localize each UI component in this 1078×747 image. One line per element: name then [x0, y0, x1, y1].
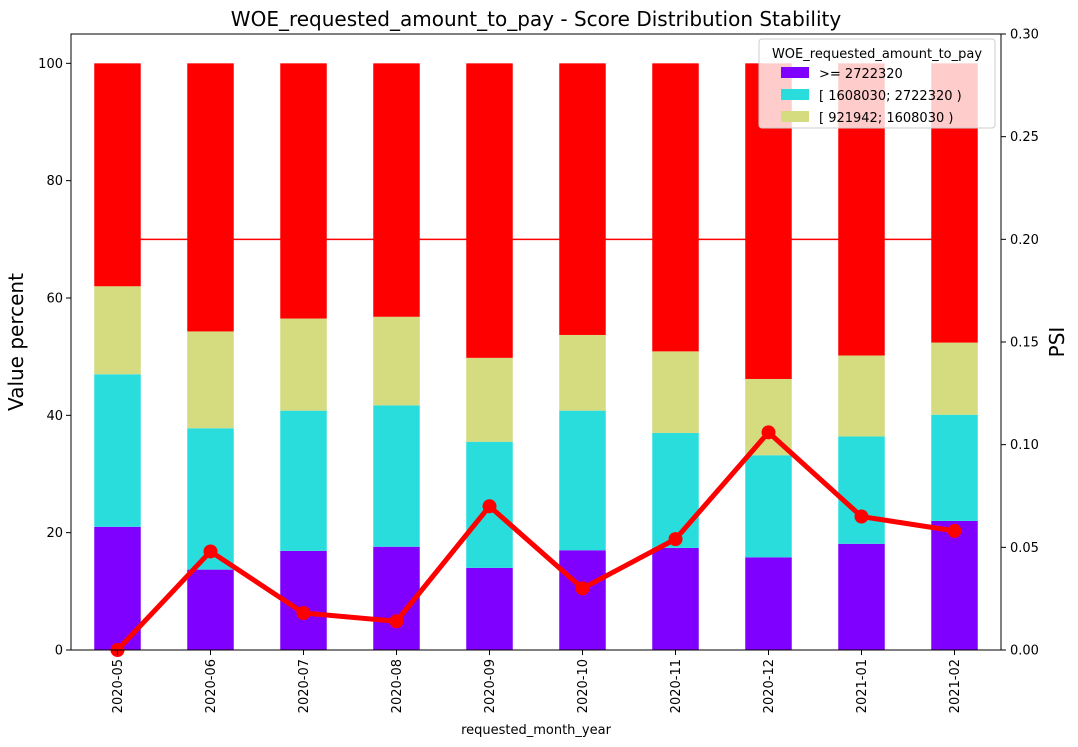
bar-2021-02-series-2 — [931, 342, 978, 415]
y-tick-label-right-0.30: 0.30 — [1010, 28, 1039, 43]
y-tick-label-right-0.25: 0.25 — [1010, 130, 1039, 145]
x-tick-label-2020-06: 2020-06 — [204, 659, 219, 713]
bar-2020-09-series-2 — [466, 357, 513, 442]
legend-label-0: >= 2722320 — [819, 67, 903, 82]
x-tick-label-2020-08: 2020-08 — [390, 659, 405, 713]
psi-line — [115, 429, 955, 652]
y-tick-label-right-0.10: 0.10 — [1010, 438, 1039, 453]
bar-2020-06-series-0 — [187, 569, 234, 650]
y-tick-label-right-0.05: 0.05 — [1010, 541, 1039, 556]
bar-2021-01-series-1 — [838, 436, 885, 544]
psi-point-2020-12 — [761, 425, 776, 440]
legend: WOE_requested_amount_to_pay >= 2722320 [ 1… — [758, 38, 996, 129]
bar-2020-07-series-2 — [280, 318, 327, 411]
axes-layer: 0 20 40 60 80 100 0.00 0.05 0.10 0.15 0.20 0.25 0.30… — [38, 28, 1039, 714]
x-tick-label-2020-12: 2020-12 — [762, 659, 777, 713]
bar-2020-11-series-2 — [652, 351, 699, 433]
bar-2020-06-series-2 — [187, 331, 234, 429]
bar-2020-05-series-3 — [94, 63, 141, 287]
bar-2020-09-series-3 — [466, 63, 513, 358]
bar-2021-01-series-0 — [838, 543, 885, 650]
bar-2020-12-series-0 — [745, 557, 792, 650]
lines-layer — [110, 238, 962, 657]
bar-2020-08-series-1 — [373, 405, 420, 547]
x-tick-label-2020-09: 2020-09 — [483, 659, 498, 713]
bar-2021-01-series-2 — [838, 355, 885, 437]
bar-2021-02-series-1 — [931, 414, 978, 521]
y-axis-title-right: PSI — [1045, 327, 1069, 358]
y-axis-title-left: Value percent — [4, 273, 28, 411]
y-tick-label-left-20: 20 — [46, 526, 63, 541]
bar-2020-10-series-2 — [559, 334, 606, 411]
bar-2020-07-series-3 — [280, 63, 327, 319]
legend-title: WOE_requested_amount_to_pay — [772, 47, 982, 62]
bar-2020-08-series-3 — [373, 63, 420, 317]
y-tick-label-left-80: 80 — [46, 174, 63, 189]
bar-2020-05-series-2 — [94, 286, 141, 375]
psi-point-2020-07 — [296, 606, 311, 621]
x-tick-label-2020-10: 2020-10 — [576, 659, 591, 713]
legend-swatch-2 — [781, 111, 809, 122]
legend-box — [758, 38, 996, 129]
y-tick-label-right-0.00: 0.00 — [1010, 644, 1039, 659]
bar-2020-05-series-0 — [94, 526, 141, 650]
y-tick-label-left-100: 100 — [38, 57, 63, 72]
psi-point-2020-09 — [482, 499, 497, 514]
legend-swatch-1 — [781, 89, 809, 100]
psi-point-2021-01 — [854, 509, 869, 524]
bar-2020-10-series-0 — [559, 550, 606, 650]
x-tick-label-2020-05: 2020-05 — [111, 659, 126, 713]
x-axis-title: requested_month_year — [461, 723, 612, 738]
x-tick-label-2021-02: 2021-02 — [948, 659, 963, 713]
chart-title: WOE_requested_amount_to_pay - Score Dist… — [231, 7, 842, 31]
bar-2020-12-series-2 — [745, 378, 792, 456]
y-tick-label-left-40: 40 — [46, 409, 63, 424]
psi-point-2020-10 — [575, 581, 590, 596]
psi-point-2020-11 — [668, 532, 683, 547]
bar-2020-05-series-1 — [94, 374, 141, 527]
x-tick-label-2021-01: 2021-01 — [855, 659, 870, 713]
legend-label-1: [ 1608030; 2722320 ) — [819, 89, 962, 104]
bar-2020-09-series-0 — [466, 567, 513, 650]
y-tick-label-right-0.15: 0.15 — [1010, 336, 1039, 351]
bar-2020-11-series-1 — [652, 432, 699, 548]
psi-point-2021-02 — [947, 523, 962, 538]
bar-2020-12-series-1 — [745, 455, 792, 558]
legend-label-2: [ 921942; 1608030 ) — [819, 111, 953, 126]
bar-2020-10-series-1 — [559, 410, 606, 551]
x-tick-label-2020-07: 2020-07 — [297, 659, 312, 713]
bar-2020-07-series-1 — [280, 410, 327, 551]
psi-point-2020-08 — [389, 614, 404, 629]
legend-swatch-0 — [781, 67, 809, 78]
y-tick-label-left-60: 60 — [46, 292, 63, 307]
bar-2020-06-series-3 — [187, 63, 234, 332]
bar-2020-11-series-0 — [652, 547, 699, 650]
bar-2020-08-series-2 — [373, 316, 420, 406]
y-tick-label-left-0: 0 — [55, 644, 63, 659]
psi-point-2020-06 — [203, 544, 218, 559]
x-tick-label-2020-11: 2020-11 — [669, 659, 684, 713]
y-tick-label-right-0.20: 0.20 — [1010, 233, 1039, 248]
bar-2020-11-series-3 — [652, 63, 699, 352]
bar-2020-10-series-3 — [559, 63, 606, 335]
bar-2021-02-series-0 — [931, 520, 978, 650]
